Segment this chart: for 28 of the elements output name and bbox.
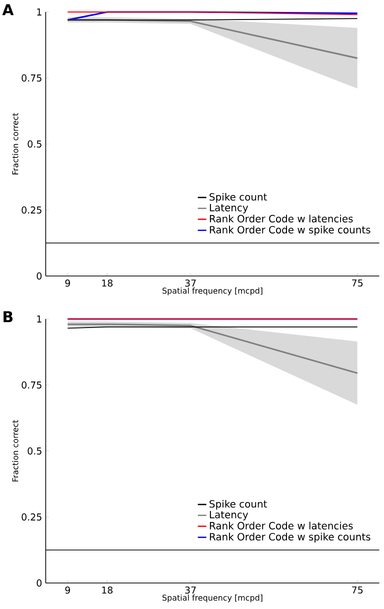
x-tick-label: 18 — [102, 586, 113, 594]
y-tick-label: 1 — [37, 8, 42, 16]
y-tick-label: 0.75 — [22, 74, 42, 82]
x-tick-label: 9 — [65, 280, 70, 287]
legend-label: Latency — [210, 511, 248, 520]
y-tick-label: 1 — [37, 316, 42, 322]
x-tick-label: 75 — [352, 586, 363, 594]
legend-label: Rank Order Code w spike counts — [210, 226, 370, 236]
x-tick-label: 18 — [102, 280, 113, 287]
legend-label: Latency — [210, 204, 248, 214]
chart-title: B — [4, 311, 13, 322]
y-tick-label: 0.5 — [28, 140, 42, 148]
y-tick-label: 0 — [36, 272, 42, 280]
legend-label: Rank Order Code w latencies — [210, 522, 353, 530]
x-tick-label: 37 — [185, 586, 196, 594]
y-tick-label: 0.75 — [22, 381, 42, 389]
chart-title: A — [2, 4, 14, 16]
legend-label: Rank Order Code w spike counts — [210, 532, 370, 542]
y-tick-label: 0.25 — [22, 206, 42, 214]
x-tick-label: 75 — [352, 280, 363, 287]
legend-label: Rank Order Code w latencies — [210, 214, 353, 222]
legend-label: Spike count — [210, 500, 267, 510]
x-tick-label: 37 — [185, 280, 196, 287]
x-tick-label: 9 — [65, 586, 70, 594]
y-tick-label: 0.25 — [22, 513, 42, 521]
y-tick-label: 0.5 — [28, 447, 42, 455]
legend-label: Spike count — [210, 192, 267, 203]
y-tick-label: 0 — [36, 579, 42, 587]
